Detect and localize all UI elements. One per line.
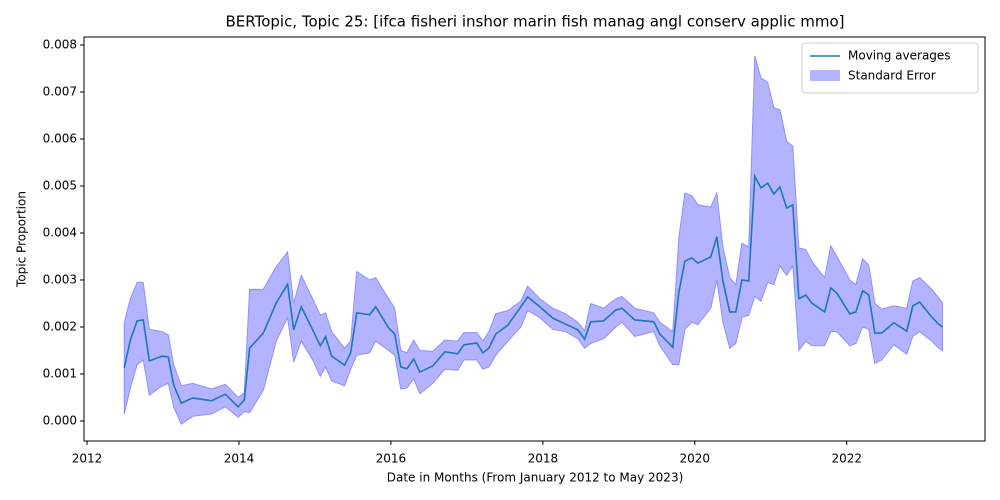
y-tick-label: 0.002 — [43, 319, 77, 333]
y-tick-label: 0.001 — [43, 366, 77, 380]
x-tick-label: 2016 — [376, 452, 407, 466]
y-tick-label: 0.000 — [43, 413, 77, 427]
y-tick-label: 0.004 — [43, 225, 77, 239]
legend-label: Standard Error — [848, 69, 936, 83]
x-tick-label: 2020 — [680, 452, 711, 466]
x-tick-label: 2014 — [224, 452, 255, 466]
x-axis-label: Date in Months (From January 2012 to May… — [387, 471, 684, 485]
y-tick-label: 0.005 — [43, 178, 77, 192]
chart-title: BERTopic, Topic 25: [ifca fisheri inshor… — [225, 13, 844, 31]
error-band — [123, 55, 943, 426]
line — [123, 173, 943, 409]
x-tick-label: 2022 — [831, 452, 862, 466]
legend-swatch — [810, 70, 840, 81]
legend-label: Moving averages — [848, 49, 951, 63]
plot-frame — [83, 36, 986, 442]
x-tick-label: 2012 — [72, 452, 103, 466]
y-tick-label: 0.007 — [43, 84, 77, 98]
y-axis-label: Topic Proportion — [15, 191, 29, 288]
y-tick-label: 0.006 — [43, 131, 77, 145]
y-tick-label: 0.003 — [43, 272, 77, 286]
y-tick-label: 0.008 — [43, 37, 77, 51]
x-tick-label: 2018 — [528, 452, 559, 466]
legend-box — [801, 42, 979, 94]
